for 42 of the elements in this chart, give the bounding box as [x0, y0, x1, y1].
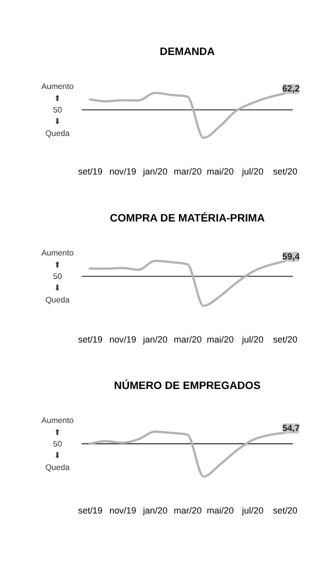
x-tick-label: mai/20	[206, 166, 234, 177]
x-tick-label: mar/20	[174, 166, 202, 177]
text: 50	[52, 272, 62, 281]
text: Aumento	[41, 416, 74, 426]
text: Aumento	[41, 248, 74, 258]
x-tick-label: set/20	[272, 334, 298, 345]
x-tick-label: nov/19	[109, 166, 136, 177]
x-tick-label: jan/20	[142, 505, 168, 516]
x-tick-label: jul/20	[240, 505, 264, 516]
x-tick-label: set/20	[272, 505, 298, 516]
x-tick-label: set/19	[78, 505, 103, 516]
annotation: 62,2	[282, 84, 300, 94]
x-tick-label: jan/20	[142, 334, 168, 345]
text: ⬇	[54, 117, 61, 126]
text: Aumento	[41, 82, 74, 92]
annotation: 59,4	[282, 251, 300, 262]
text: ⬇	[54, 284, 61, 293]
annotation: 54,7	[282, 423, 300, 434]
x-tick-label: set/20	[272, 166, 298, 177]
x-tick-label: nov/19	[109, 334, 136, 345]
x-tick-label: set/19	[78, 334, 103, 345]
chart-title: DEMANDA	[160, 46, 216, 58]
x-tick-label: mai/20	[206, 334, 234, 345]
chart-title: COMPRA DE MATÉRIA-PRIMA	[110, 211, 265, 224]
x-tick-label: jul/20	[240, 334, 264, 345]
text: ⬆	[54, 428, 61, 437]
x-tick-label: mar/20	[174, 505, 202, 516]
text: Queda	[45, 128, 70, 138]
chart-title: NÚMERO DE EMPREGADOS	[114, 378, 261, 392]
x-tick-label: set/19	[78, 166, 103, 177]
text: ⬆	[54, 94, 61, 103]
x-tick-label: nov/19	[109, 505, 136, 516]
text: Queda	[45, 295, 70, 304]
x-tick-label: jan/20	[142, 166, 168, 177]
text: Queda	[45, 462, 70, 472]
x-tick-label: mai/20	[206, 505, 234, 516]
text: 50	[52, 439, 62, 448]
text: 50	[52, 105, 62, 114]
x-tick-label: jul/20	[240, 166, 264, 177]
text: ⬆	[54, 260, 61, 270]
x-tick-label: mar/20	[174, 334, 202, 345]
text: ⬇	[54, 451, 61, 460]
